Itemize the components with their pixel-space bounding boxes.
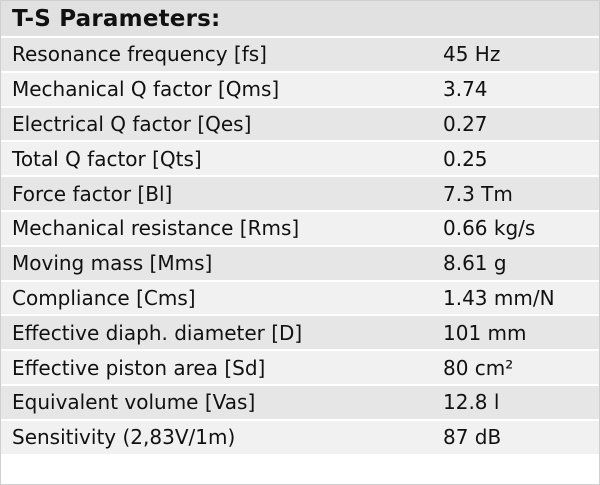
table-row: Electrical Q factor [Qes] 0.27 [1,107,599,143]
parameter-value: 45 Hz [443,42,501,67]
parameter-name: Mechanical Q factor [Qms] [12,77,280,102]
table-row: Compliance [Cms] 1.43 mm/N [1,281,599,317]
table-row: Mechanical Q factor [Qms] 3.74 [1,72,599,108]
parameter-value: 3.74 [443,77,488,102]
table-row: Effective diaph. diameter [D] 101 mm [1,316,599,352]
table-body: Resonance frequency [fs] 45 Hz Mechanica… [1,38,599,456]
parameter-value: 0.25 [443,146,488,171]
parameter-name: Sensitivity (2,83V/1m) [12,425,236,450]
parameter-name: Force factor [Bl] [12,181,173,206]
table-row: Equivalent volume [Vas] 12.8 l [1,385,599,421]
parameter-name: Moving mass [Mms] [12,251,213,276]
parameter-value: 8.61 g [443,251,507,276]
table-title: T-S Parameters: [1,1,599,38]
parameter-name: Total Q factor [Qts] [12,146,202,171]
parameter-value: 0.27 [443,111,488,136]
parameter-name: Compliance [Cms] [12,285,196,310]
parameter-name: Effective diaph. diameter [D] [12,320,303,345]
table-row: Total Q factor [Qts] 0.25 [1,142,599,178]
parameter-name: Equivalent volume [Vas] [12,390,256,415]
parameter-value: 101 mm [443,320,527,345]
table-row: Force factor [Bl] 7.3 Tm [1,177,599,212]
parameter-value: 80 cm² [443,355,514,380]
table-row: Moving mass [Mms] 8.61 g [1,246,599,282]
table-row: Resonance frequency [fs] 45 Hz [1,38,599,73]
table-row: Sensitivity (2,83V/1m) 87 dB [1,420,599,456]
parameter-value: 0.66 kg/s [443,216,536,241]
parameter-value: 7.3 Tm [443,181,513,206]
parameter-name: Effective piston area [Sd] [12,355,266,380]
parameter-name: Mechanical resistance [Rms] [12,216,300,241]
parameter-name: Electrical Q factor [Qes] [12,111,252,136]
table-row: Mechanical resistance [Rms] 0.66 kg/s [1,211,599,247]
parameter-name: Resonance frequency [fs] [12,42,267,67]
parameter-value: 87 dB [443,425,502,450]
table-row: Effective piston area [Sd] 80 cm² [1,351,599,386]
parameter-value: 1.43 mm/N [443,285,555,310]
parameter-value: 12.8 l [443,390,500,415]
